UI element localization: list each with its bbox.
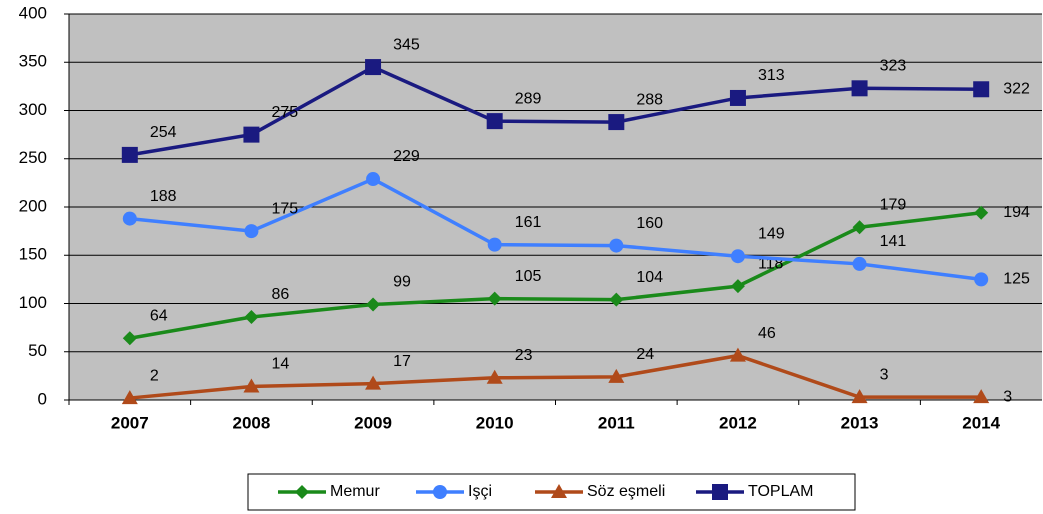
data-point (122, 331, 137, 346)
x-tick-label: 2009 (354, 413, 392, 432)
data-point (852, 220, 867, 235)
data-point (609, 238, 624, 253)
data-point (487, 291, 502, 306)
legend-marker (295, 485, 309, 499)
data-label: 229 (393, 148, 420, 165)
data-point (244, 224, 259, 239)
data-label: 86 (271, 286, 289, 303)
data-label: 46 (758, 325, 776, 342)
data-point (608, 114, 625, 131)
data-point (121, 146, 138, 163)
data-point (487, 237, 502, 252)
data-point (365, 59, 382, 76)
data-label: 188 (150, 188, 177, 205)
y-tick-label: 100 (19, 293, 47, 312)
x-tick-label: 2013 (841, 413, 879, 432)
data-label: 24 (636, 346, 654, 363)
y-tick-label: 350 (19, 52, 47, 71)
x-tick-label: 2007 (111, 413, 149, 432)
data-point (852, 256, 867, 271)
data-point (608, 368, 625, 383)
data-label: 105 (515, 268, 542, 285)
data-label: 288 (636, 91, 663, 108)
data-label: 275 (271, 104, 298, 121)
legend-marker (433, 485, 447, 499)
y-tick-label: 0 (38, 389, 47, 408)
x-tick-label: 2012 (719, 413, 757, 432)
legend-label: TOPLAM (748, 483, 814, 500)
data-point (366, 172, 381, 187)
data-point (243, 378, 260, 393)
data-point (121, 390, 138, 405)
data-label: 345 (393, 36, 420, 53)
x-tick-label: 2008 (233, 413, 271, 432)
data-point (729, 89, 746, 106)
data-label: 322 (1003, 80, 1030, 97)
data-label: 161 (515, 214, 542, 231)
data-label: 99 (393, 274, 411, 291)
x-tick-label: 2011 (598, 413, 635, 432)
data-point (366, 297, 381, 312)
data-point (730, 249, 745, 264)
data-label: 125 (1003, 271, 1030, 288)
data-point (729, 347, 746, 362)
y-tick-label: 150 (19, 245, 47, 264)
data-label: 194 (1003, 204, 1030, 221)
data-label: 3 (880, 366, 889, 383)
series-line (129, 211, 982, 340)
y-tick-label: 400 (19, 3, 47, 22)
data-point (609, 292, 624, 307)
data-point (486, 113, 503, 130)
data-label: 2 (150, 367, 159, 384)
legend-marker (712, 484, 728, 500)
series-line (129, 177, 982, 282)
data-label: 175 (271, 200, 298, 217)
series-line (129, 353, 982, 400)
data-label: 104 (636, 269, 663, 286)
data-label: 23 (515, 347, 533, 364)
data-point (974, 272, 989, 287)
data-point (122, 211, 137, 226)
data-label: 289 (515, 90, 542, 107)
data-label: 179 (880, 196, 907, 213)
data-label: 17 (393, 353, 411, 370)
y-tick-label: 200 (19, 196, 47, 215)
x-tick-label: 2010 (476, 413, 514, 432)
data-point (973, 81, 990, 98)
data-label: 160 (636, 215, 663, 232)
legend-label: Memur (330, 483, 380, 500)
data-label: 3 (1003, 388, 1012, 405)
data-label: 64 (150, 307, 168, 324)
data-point (730, 279, 745, 294)
data-label: 14 (271, 356, 289, 373)
data-point (244, 310, 259, 325)
data-label: 141 (880, 233, 907, 250)
y-tick-label: 250 (19, 148, 47, 167)
legend-label: Işçi (468, 483, 492, 500)
data-point (974, 205, 989, 220)
legend-marker (551, 484, 567, 498)
data-point (486, 369, 503, 384)
data-label: 323 (880, 58, 907, 75)
legend-label: Söz eşmeli (587, 483, 665, 500)
y-tick-label: 50 (28, 341, 47, 360)
data-label: 149 (758, 225, 785, 242)
data-point (851, 80, 868, 97)
series-line (129, 65, 982, 157)
data-point (243, 126, 260, 143)
data-label: 313 (758, 67, 785, 84)
data-point (851, 389, 868, 404)
data-point (365, 375, 382, 390)
data-label: 254 (150, 124, 177, 141)
x-tick-label: 2014 (962, 413, 1000, 432)
data-point (973, 389, 990, 404)
y-tick-label: 300 (19, 100, 47, 119)
